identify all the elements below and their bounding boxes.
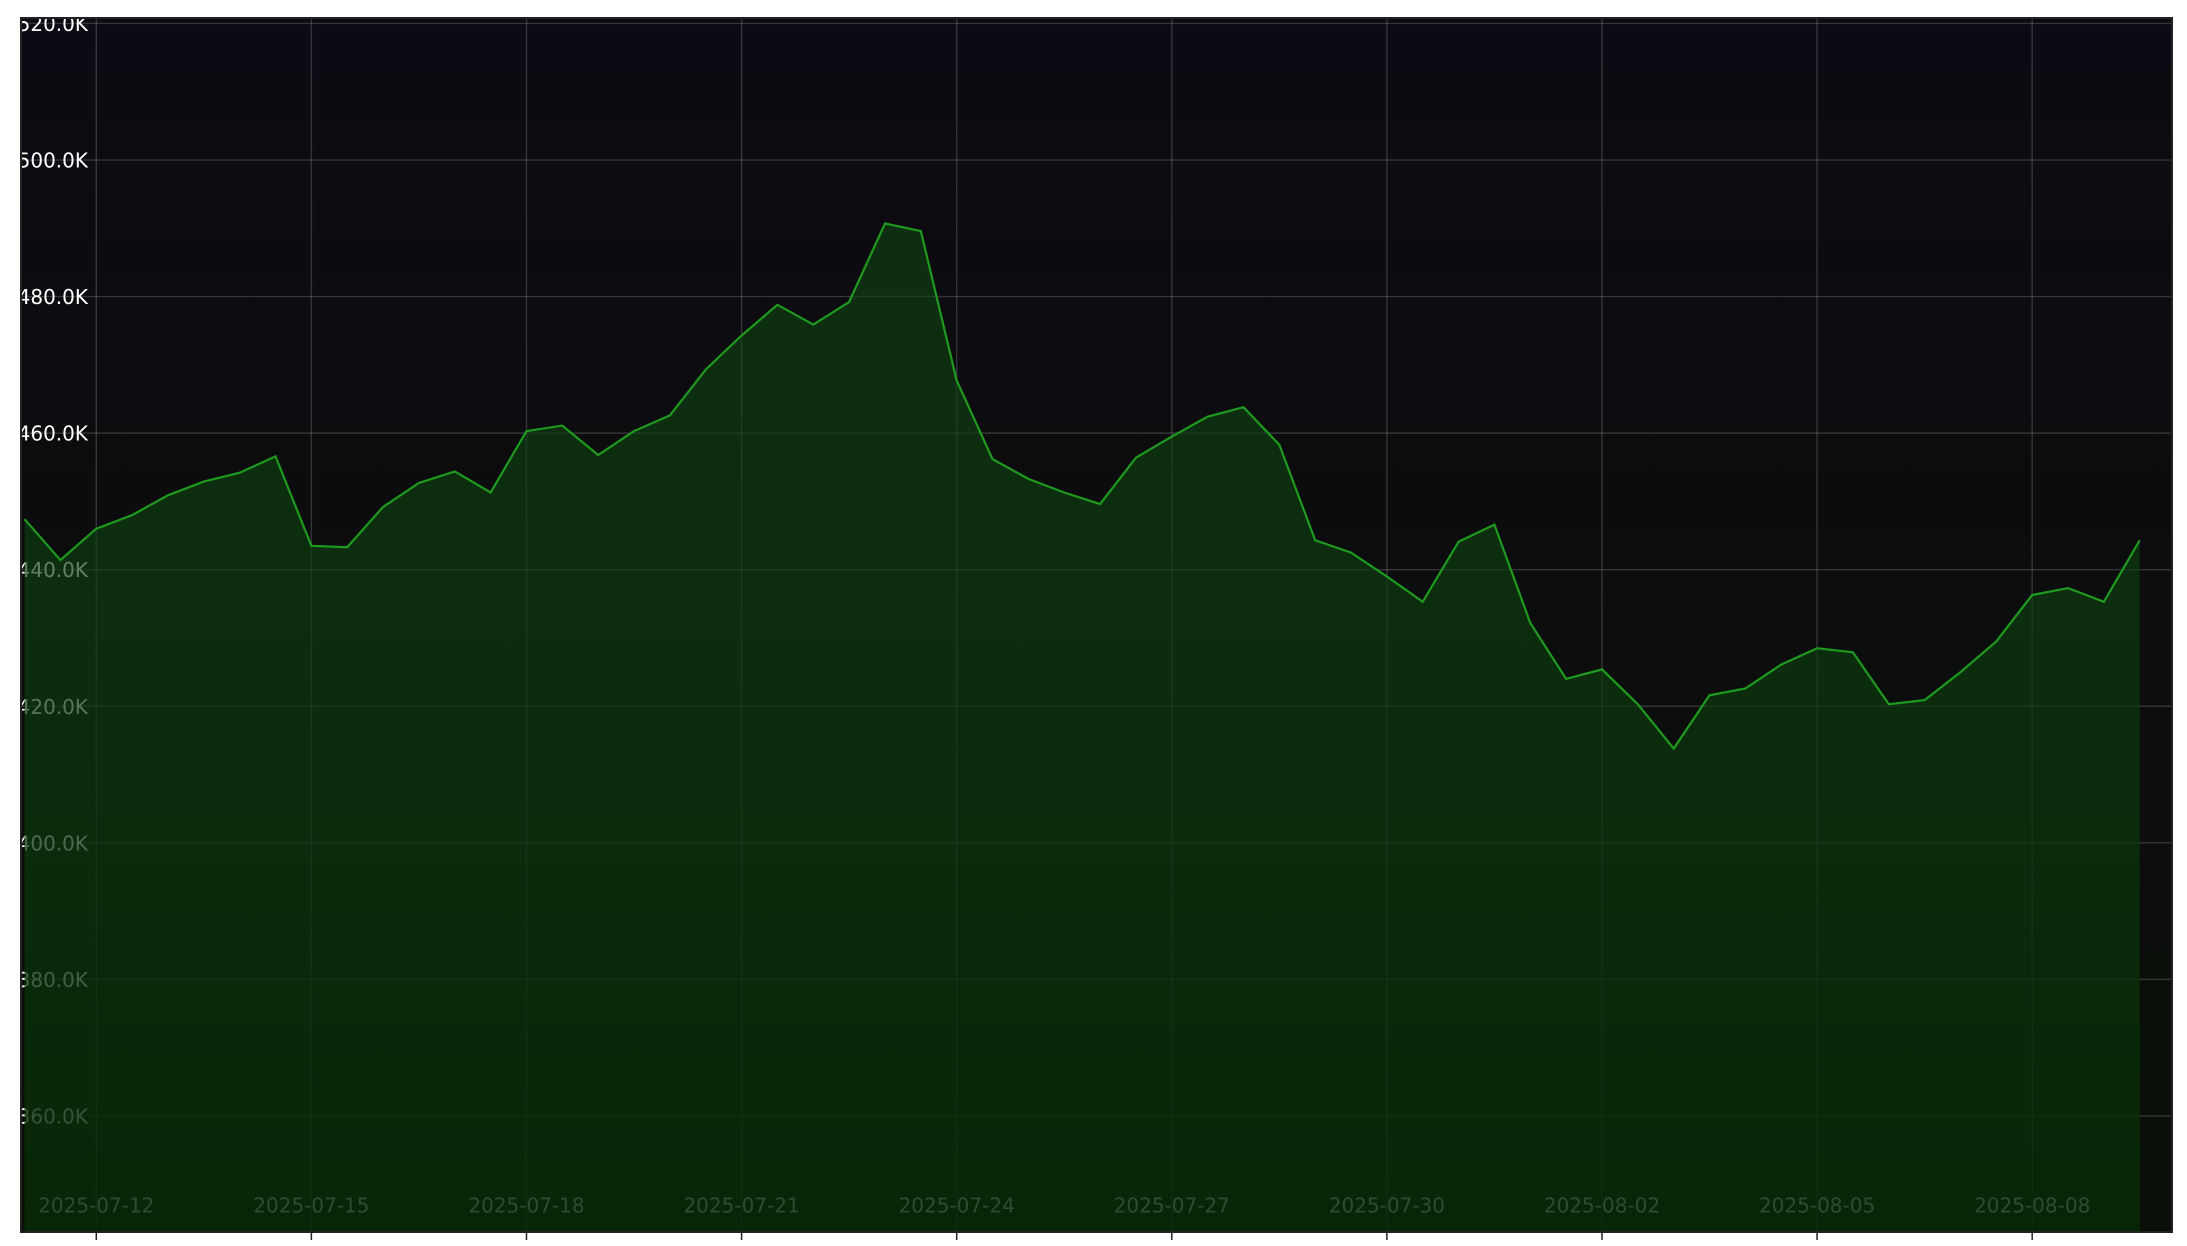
axes bbox=[95, 1232, 2033, 1240]
y-tick-label: 520.0K bbox=[18, 12, 89, 36]
plot-frame bbox=[20, 17, 2173, 1233]
y-tick-label: 480.0K bbox=[18, 285, 89, 309]
y-tick-label: 500.0K bbox=[18, 149, 89, 173]
line bbox=[23, 222, 2141, 751]
plot-area: 360.0K380.0K400.0K420.0K440.0K460.0K480.… bbox=[18, 12, 2172, 1232]
area-fill bbox=[24, 223, 2140, 1232]
y-tick-label: 460.0K bbox=[18, 422, 89, 446]
